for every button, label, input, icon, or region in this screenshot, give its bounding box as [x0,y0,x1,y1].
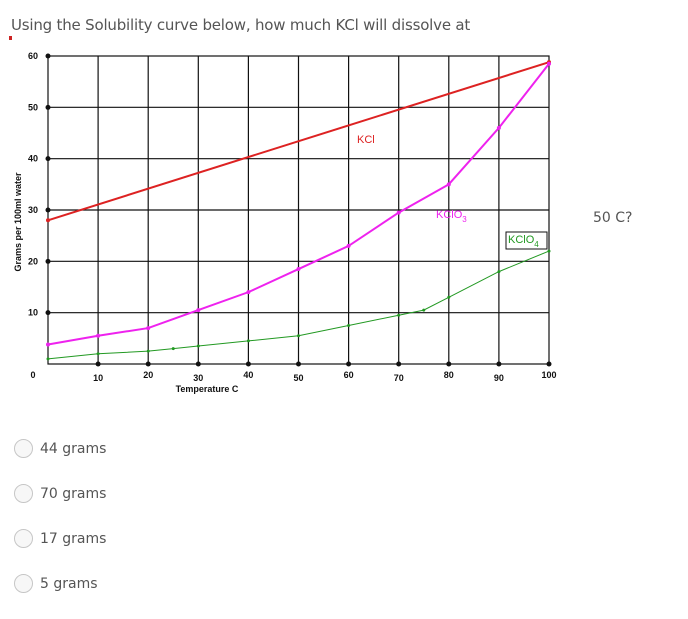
series-label-box [505,231,548,250]
option-label: 17 grams [40,530,107,547]
data-point-kclo4 [497,270,501,274]
x-tick-label: 30 [193,373,203,383]
y-axis-dot [45,156,51,162]
required-marker [9,36,12,40]
series-label-kclo3: KClO3 [436,209,467,224]
option-5-grams[interactable]: 5 grams [14,561,106,606]
x-axis-dot [145,361,151,367]
data-point-kclo3 [296,267,301,272]
data-point-kclo4 [196,344,200,348]
data-point-kclo3 [196,308,201,313]
data-point-kclo4 [171,347,175,351]
option-label: 70 grams [40,485,107,502]
x-axis-dot [95,361,101,367]
data-point-kcl [46,218,50,223]
data-point-kclo3 [246,290,251,295]
data-point-kclo3 [96,333,101,338]
radio-button[interactable] [14,574,33,593]
data-point-kclo3 [346,243,351,248]
data-point-kclo4 [347,324,351,327]
y-tick-label: 20 [28,256,38,266]
x-tick-label: 100 [541,370,556,380]
radio-button[interactable] [14,439,33,458]
x-axis-dot [296,361,301,367]
x-tick-label: 50 [293,373,303,383]
option-label: 5 grams [40,575,98,592]
x-tick-label: 90 [494,373,504,383]
y-tick-label: 40 [28,154,38,164]
answer-options: 44 grams 70 grams 17 grams 5 grams [14,426,106,606]
x-tick-label: 60 [344,370,354,380]
data-point-kclo3 [146,326,151,331]
option-70-grams[interactable]: 70 grams [14,471,106,516]
x-axis-dot [546,361,552,367]
y-axis-dot [45,207,51,213]
question-tail-text: 50 C? [593,210,633,226]
option-17-grams[interactable]: 17 grams [14,516,106,561]
series-line-kcl [47,61,550,222]
option-44-grams[interactable]: 44 grams [14,426,106,471]
data-point-kclo4 [146,349,150,353]
solubility-chart: 0 10 20 30 40 50 60 70 80 90 100 10 20 30 40 50 60 Temper… [13,51,557,394]
x-tick-label: 40 [243,370,253,380]
y-axis-dot [45,258,51,264]
x-tick-label: 10 [93,373,103,383]
y-axis-dot [45,53,51,59]
data-point-kclo4 [297,334,300,338]
series-label-kclo4: KClO4 [508,234,539,249]
radio-button[interactable] [14,484,33,503]
x-axis-dot [245,361,251,367]
y-axis-dot [45,310,51,316]
y-axis-dot [45,104,51,110]
data-point-kclo3 [446,182,451,187]
x-axis-dot [396,361,402,367]
x-tick-label: 20 [143,370,153,380]
y-tick-label: 30 [28,205,38,215]
x-tick-label: 80 [444,370,454,380]
data-point-kclo4 [547,249,551,253]
y-tick-label: 60 [28,51,38,61]
data-point-kclo3 [547,61,551,66]
data-point-kclo4 [46,357,50,361]
x-axis-dot [346,361,352,367]
option-label: 44 grams [40,440,107,457]
data-point-kclo4 [96,352,100,356]
x-tick-label: 70 [394,373,404,383]
data-point-kclo4 [246,339,250,343]
data-point-kclo4 [447,295,451,299]
x-axis-dot [446,361,452,367]
data-point-kclo3 [496,125,501,130]
x-axis-label: Temperature C [176,384,239,394]
x-tick-label: 0 [30,370,35,380]
x-axis-dot [195,361,201,367]
y-tick-label: 50 [28,102,38,112]
data-point-kclo3 [46,342,50,347]
data-point-kclo3 [396,210,401,215]
series-label-kcl: KCl [357,134,375,146]
y-axis-label: Grams per 100ml water [13,172,23,272]
question-text: Using the Solubility curve below, how mu… [11,16,471,34]
data-point-kclo4 [422,308,426,312]
x-axis-dot [496,361,502,367]
y-tick-label: 10 [28,308,38,318]
radio-button[interactable] [14,529,33,548]
data-point-kclo4 [397,313,401,317]
